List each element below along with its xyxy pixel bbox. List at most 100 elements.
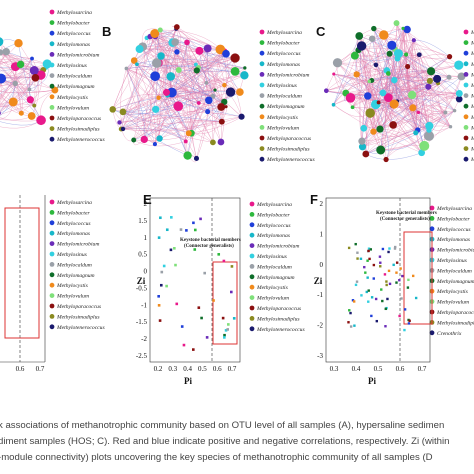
point [364, 271, 367, 274]
legend-label: Methylomicrobium [56, 52, 99, 58]
legend-dot [249, 326, 255, 332]
node [416, 110, 421, 115]
point [395, 271, 398, 274]
legend-label: Methylosimadiplus [436, 320, 474, 326]
point [232, 317, 236, 320]
point [224, 329, 228, 332]
point [192, 348, 195, 351]
legend-dot [49, 314, 55, 319]
point [375, 319, 379, 323]
edge [363, 107, 413, 129]
legend-label: Methylomagnum [266, 104, 305, 110]
node [393, 49, 403, 59]
edge [419, 54, 451, 127]
node [26, 96, 34, 104]
x-tick-label: 0.7 [36, 365, 45, 373]
legend-label: Methylomagnum [436, 279, 474, 285]
legend-dot [49, 52, 55, 57]
edge [121, 91, 231, 130]
node [416, 52, 422, 58]
axis-label: Zi [137, 276, 146, 286]
node [360, 124, 368, 132]
edge [379, 128, 422, 153]
edge [136, 64, 199, 104]
legend-dot [259, 114, 265, 120]
node [124, 66, 129, 71]
legend-label: Methylosimadiplus [266, 147, 310, 153]
point [356, 257, 359, 260]
node [426, 127, 432, 133]
node [411, 38, 416, 43]
legend-label: Methyloparacoccus [256, 306, 301, 312]
edge [133, 53, 227, 141]
point [386, 297, 389, 301]
point [197, 306, 201, 309]
point [217, 253, 221, 256]
edge [0, 115, 32, 121]
legend-label: Methylococcus [56, 221, 91, 227]
keystone-box [212, 261, 238, 345]
legend-label: Methylocystis [56, 95, 88, 101]
node [157, 52, 165, 60]
edge [133, 120, 222, 141]
legend-label: Methylomagnum [56, 273, 95, 279]
edge [21, 89, 55, 114]
legend-label: Methyloparacoccus [266, 136, 311, 142]
node [185, 130, 192, 137]
legend-dot [49, 230, 55, 236]
point [200, 316, 203, 320]
edge [399, 28, 414, 108]
edge [158, 97, 242, 117]
legend-label: Methylosarcina [470, 30, 474, 36]
point [226, 328, 229, 331]
node [455, 90, 463, 97]
node [240, 71, 249, 80]
edge [419, 54, 455, 111]
point [179, 228, 183, 231]
point [356, 251, 359, 254]
node [16, 60, 25, 69]
legend-label: Methylocystis [256, 285, 288, 291]
y-tick-label: -1 [317, 291, 323, 299]
legend-dot [463, 114, 469, 120]
point [185, 229, 188, 232]
edge [0, 80, 16, 84]
point [414, 296, 418, 300]
node [205, 96, 213, 105]
point [411, 274, 415, 278]
edge [352, 99, 395, 108]
edge [356, 69, 432, 75]
node [156, 95, 161, 100]
legend-label: Methylobacter [56, 21, 90, 27]
point [399, 267, 402, 270]
node [386, 50, 393, 57]
point [192, 221, 195, 225]
point [381, 247, 385, 251]
point [221, 316, 225, 320]
edge [379, 48, 395, 130]
node [373, 62, 379, 68]
node [364, 92, 372, 100]
legend-label: Methylosarcina [56, 10, 92, 16]
y-tick-label: 1.5 [138, 217, 147, 225]
point [193, 228, 197, 232]
edge [214, 89, 224, 143]
legend-dot [49, 115, 55, 121]
edge [154, 33, 214, 143]
legend-dot [249, 212, 255, 217]
node [218, 118, 225, 125]
edge [119, 95, 168, 123]
edge [396, 23, 416, 133]
edge [326, 83, 439, 95]
legend-dot [463, 72, 469, 77]
node [222, 49, 230, 58]
edge [159, 116, 242, 139]
legend-dot [249, 316, 255, 321]
node [204, 81, 209, 85]
edge [371, 80, 446, 113]
edge [122, 111, 188, 156]
y-tick-label: -2 [317, 322, 323, 330]
node [446, 74, 452, 80]
edge [394, 92, 460, 105]
edge [126, 68, 146, 140]
